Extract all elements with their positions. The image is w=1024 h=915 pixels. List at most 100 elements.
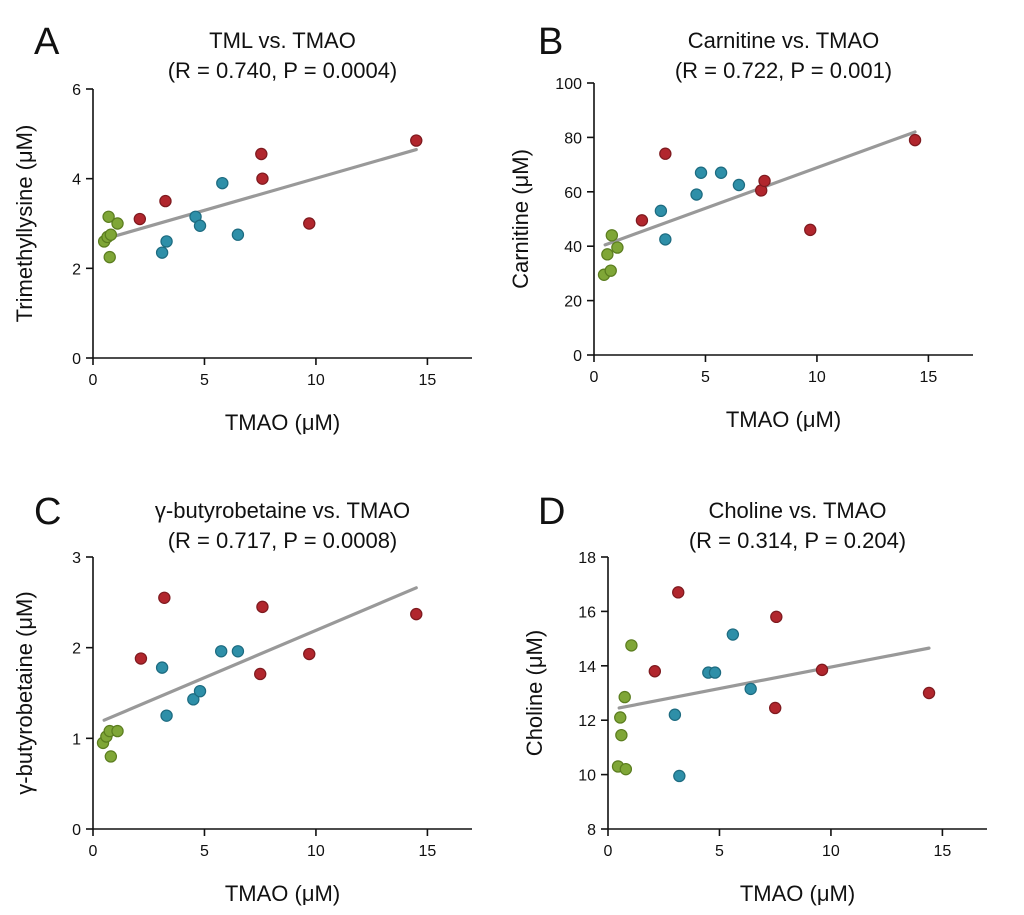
data-point-red [635,214,649,227]
data-point-red [256,600,269,614]
data-point-green [618,690,631,704]
y-tick-label: 8 [587,822,596,839]
regression-line [102,586,418,722]
data-point-green [111,724,124,738]
data-point-blue [668,708,682,721]
data-point-blue [726,628,740,641]
data-point-green [625,639,638,652]
data-point-red [134,652,148,665]
data-point-green [619,762,633,776]
y-tick-label: 10 [578,768,596,785]
panel-letter: B [538,21,563,63]
data-point-green [601,248,614,261]
y-tick-label: 20 [564,294,582,311]
y-tick-label: 0 [72,822,81,839]
data-point-blue [214,645,228,658]
data-point-red [410,607,423,621]
data-point-blue [732,178,746,192]
data-point-red [303,647,316,661]
x-axis-label: TMAO (μM) [225,881,340,906]
y-axis-label: Trimethyllysine (μM) [12,125,37,323]
data-point-blue [690,188,703,201]
y-axis-label: γ-butyrobetaine (μM) [12,591,37,794]
x-tick-label: 0 [89,843,98,860]
x-tick-label: 10 [822,843,840,860]
data-point-green [102,210,115,223]
data-point-red [922,686,936,700]
data-point-green [615,728,628,742]
data-point-green [104,750,118,763]
data-point-blue [231,645,245,658]
x-tick-label: 10 [307,372,325,389]
data-point-blue [654,204,668,218]
data-point-blue [155,246,169,259]
data-point-red [254,667,267,681]
data-point-blue [216,176,229,190]
x-tick-label: 0 [590,369,599,386]
data-point-red [256,172,269,185]
data-point-blue [187,693,200,706]
chart-title: TML vs. TMAO [209,28,356,53]
data-point-blue [708,666,722,679]
x-tick-label: 5 [200,843,209,860]
x-tick-label: 15 [419,843,437,860]
data-point-red [159,194,172,208]
x-tick-label: 10 [307,843,325,860]
y-axis-label: Choline (μM) [522,630,547,756]
x-tick-label: 15 [419,372,437,389]
data-point-blue [744,682,757,696]
data-point-green [605,229,619,242]
data-point-red [769,701,782,715]
y-tick-label: 0 [573,348,582,365]
y-axis-label: Carnitine (μM) [508,149,533,289]
y-tick-label: 16 [578,604,596,621]
panel-letter: D [538,491,565,533]
data-point-blue [160,709,173,722]
data-point-red [158,591,171,605]
data-point-blue [193,219,207,232]
panel-letter: A [34,21,60,63]
data-point-blue [714,166,728,179]
y-tick-label: 12 [578,713,596,730]
data-point-red [758,174,771,188]
y-tick-label: 6 [72,82,81,99]
x-tick-label: 5 [701,369,710,386]
panel-d: D Choline vs. TMAO (R = 0.314, P = 0.204) 0… [522,491,987,906]
regression-line [617,646,931,710]
y-tick-label: 2 [72,261,81,278]
data-point-blue [673,769,686,783]
y-tick-label: 40 [564,239,582,256]
data-point-green [604,264,617,277]
data-point-blue [193,684,207,698]
x-tick-label: 0 [89,372,98,389]
x-tick-label: 10 [808,369,826,386]
data-point-red [303,217,316,230]
data-point-red [410,134,423,147]
x-axis-label: TMAO (μM) [740,881,855,906]
regression-line [107,147,418,240]
y-tick-label: 1 [72,731,81,748]
data-point-green [111,217,124,230]
chart-subtitle: (R = 0.722, P = 0.001) [675,58,892,83]
data-point-blue [231,228,245,241]
chart-title: γ-butyrobetaine vs. TMAO [155,498,410,523]
data-point-green [611,241,624,254]
data-point-red [908,133,922,147]
data-point-green [614,711,627,724]
data-point-red [648,665,662,678]
y-tick-label: 60 [564,185,582,202]
data-point-red [672,586,685,599]
data-point-blue [155,661,169,674]
data-point-red [815,663,829,677]
y-tick-label: 2 [72,641,81,658]
x-tick-label: 5 [200,372,209,389]
data-point-blue [659,233,672,246]
data-point-red [804,223,817,237]
data-point-red [770,610,783,624]
panel-b: B Carnitine vs. TMAO (R = 0.722, P = 0.001… [508,21,973,432]
data-point-blue [160,235,173,248]
y-tick-label: 4 [72,172,81,189]
chart-title: Choline vs. TMAO [708,498,886,523]
data-point-red [659,147,672,160]
